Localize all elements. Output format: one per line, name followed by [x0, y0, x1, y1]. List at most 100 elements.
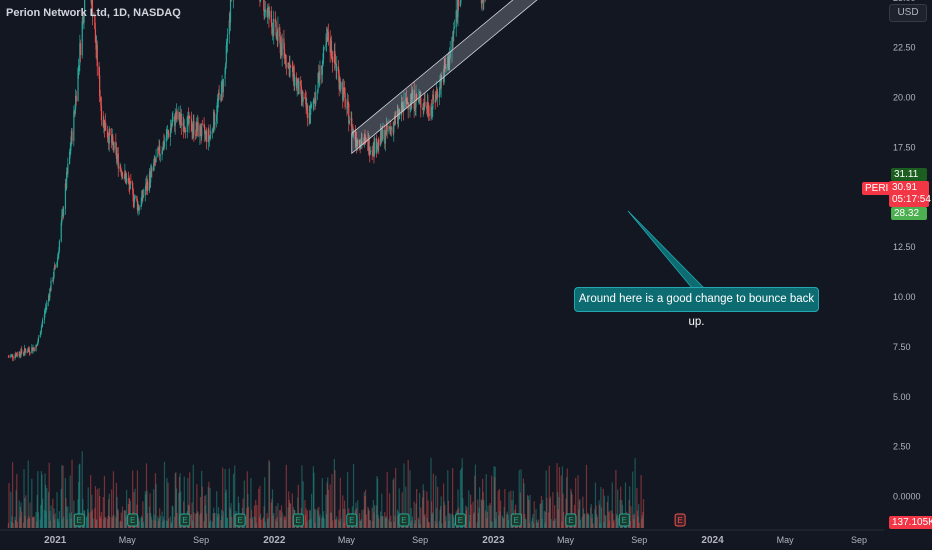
volume-bar — [340, 518, 342, 528]
volume-bar — [151, 519, 153, 528]
candle-body — [205, 130, 207, 133]
candle-body — [300, 80, 302, 86]
candle-body — [439, 79, 441, 95]
volume-bar — [323, 518, 325, 528]
volume-bar — [158, 518, 160, 528]
candle-body — [127, 178, 130, 182]
volume-bar — [453, 517, 455, 528]
volume-bar — [129, 498, 131, 528]
volume-bar — [439, 509, 441, 528]
volume-bar — [507, 520, 510, 528]
candle-body — [270, 10, 272, 23]
annotation-note[interactable]: Around here is a good change to bounce b… — [574, 287, 819, 328]
volume-bar — [616, 515, 618, 528]
candle-body — [317, 72, 319, 91]
candle-body — [42, 319, 44, 324]
volume-bar — [575, 477, 577, 528]
volume-bar — [342, 495, 344, 528]
candle-body — [211, 129, 214, 131]
volume-bar — [157, 516, 159, 528]
candle-body — [280, 45, 283, 56]
candle-body — [312, 100, 314, 105]
volume-bar — [175, 488, 178, 528]
candle-body — [178, 112, 181, 123]
candle-body — [162, 141, 164, 151]
candle-body — [179, 120, 181, 123]
candle-body — [321, 65, 323, 75]
candle-body — [33, 347, 35, 351]
candle-body — [415, 94, 417, 108]
candle-body — [367, 138, 369, 151]
symbol-title[interactable]: Perion Network Ltd, 1D, NASDAQ — [6, 7, 181, 19]
volume-bar — [472, 501, 474, 528]
volume-bar — [628, 499, 630, 528]
volume-bar — [35, 511, 37, 528]
candle-body — [289, 65, 291, 77]
candle-body — [117, 153, 119, 157]
candle-body — [294, 77, 296, 86]
volume-bar — [411, 520, 413, 528]
volume-bar — [329, 484, 331, 528]
candle-body — [54, 265, 56, 268]
candle-body — [128, 181, 130, 185]
candle-body — [302, 97, 304, 102]
volume-bar — [636, 488, 638, 528]
volume-bar — [498, 488, 501, 528]
candle-body — [123, 178, 125, 179]
volume-bar — [88, 512, 90, 528]
earnings-marker-label: E — [237, 516, 242, 525]
volume-bar — [19, 506, 22, 528]
volume-bar — [470, 504, 472, 528]
candle-body — [325, 37, 328, 44]
volume-bar — [468, 490, 470, 528]
volume-bar — [162, 521, 164, 528]
volume-bar — [490, 521, 492, 528]
volume-bar — [533, 523, 535, 528]
candle-body — [266, 10, 268, 17]
candle-body — [314, 102, 316, 104]
volume-bar — [563, 512, 565, 528]
volume-bar — [591, 518, 593, 528]
volume-bar — [149, 493, 151, 528]
candle-body — [18, 352, 20, 356]
candle-body — [298, 80, 300, 95]
candle-body — [430, 107, 432, 116]
candle-body — [199, 125, 201, 137]
volume-bar — [142, 501, 144, 528]
candle-body — [174, 112, 176, 126]
volume-bar — [179, 473, 181, 528]
volume-bar — [405, 486, 407, 528]
volume-bar — [78, 482, 80, 528]
candle-body — [96, 44, 98, 50]
volume-bar — [249, 517, 251, 528]
volume-bar — [313, 509, 316, 528]
volume-bar — [10, 491, 12, 528]
volume-bar — [596, 516, 598, 528]
price-tick-label: 22.50 — [893, 43, 916, 53]
candle-body — [36, 344, 38, 346]
volume-bar — [642, 499, 645, 528]
candle-body — [31, 347, 34, 351]
currency-button[interactable]: USD — [889, 4, 927, 22]
candle-body — [213, 111, 215, 133]
volume-bar — [28, 516, 30, 528]
volume-bar — [154, 473, 157, 528]
volume-bar — [388, 519, 390, 528]
candle-body — [154, 161, 157, 163]
volume-bar — [333, 458, 335, 528]
candle-body — [32, 347, 34, 351]
candle-body — [367, 139, 370, 151]
candle-body — [423, 104, 425, 110]
candle-body — [213, 111, 215, 126]
candle-body — [309, 108, 311, 124]
volume-bar — [231, 516, 233, 528]
volume-bar — [276, 517, 278, 528]
volume-bar — [491, 475, 493, 528]
volume-bar — [259, 513, 262, 528]
volume-bar — [58, 511, 61, 528]
volume-bar — [105, 517, 107, 528]
volume-bar — [161, 511, 163, 528]
candle-body — [445, 67, 447, 69]
volume-bar — [16, 521, 19, 528]
